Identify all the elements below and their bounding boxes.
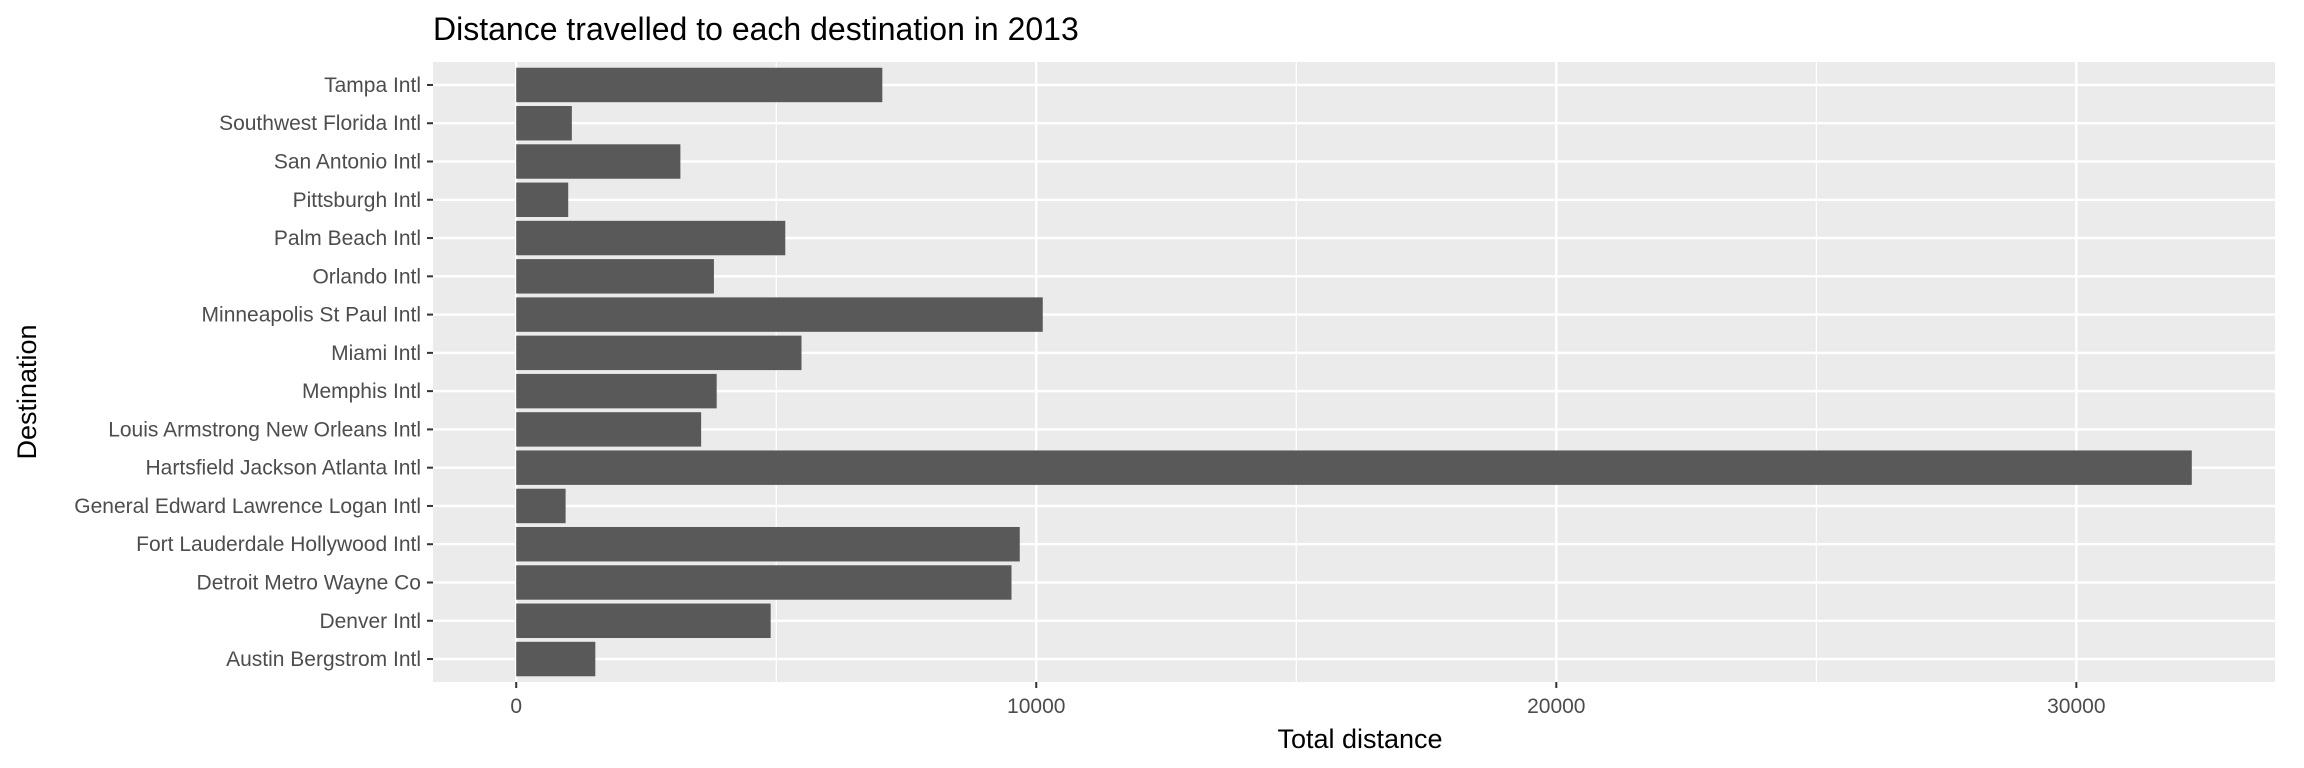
y-tick-label: Louis Armstrong New Orleans Intl [108,418,421,441]
chart-title: Distance travelled to each destination i… [433,11,1079,47]
y-tick-label: Palm Beach Intl [274,227,421,250]
x-tick-label: 30000 [2047,695,2105,718]
bar-louis-armstrong-new-orleans-intl [516,412,702,447]
bar-tampa-intl [516,67,883,103]
y-tick-label: Orlando Intl [312,265,421,288]
bar-austin-bergstrom-intl [516,641,596,677]
y-tick-label: Austin Bergstrom Intl [226,648,421,671]
y-axis: Austin Bergstrom Intl Denver Intl Detroit … [74,74,433,671]
y-tick-label: Fort Lauderdale Hollywood Intl [136,533,421,556]
x-tick-label: 20000 [1527,695,1585,718]
y-tick-label: Memphis Intl [302,380,421,403]
x-axis: 0 10000 20000 30000 [510,682,2106,718]
bar-minneapolis-st-paul-intl [516,297,1043,332]
bar-pittsburgh-intl [516,182,569,217]
bar-denver-intl [516,603,771,638]
y-tick-label: Southwest Florida Intl [219,112,421,135]
y-tick-label: San Antonio Intl [274,151,421,174]
bar-memphis-intl [516,373,717,409]
y-tick-label: Hartsfield Jackson Atlanta Intl [146,457,421,480]
x-tick-label: 10000 [1007,695,1065,718]
bar-detroit-metro-wayne-co [516,565,1012,600]
bar-miami-intl [516,335,802,371]
y-tick-label: Denver Intl [319,610,421,633]
x-tick-label: 0 [510,695,522,718]
y-axis-title: Destination [12,324,42,459]
y-tick-label: Tampa Intl [324,74,421,97]
bar-palm-beach-intl [516,220,786,256]
bar-orlando-intl [516,259,714,294]
y-tick-label: Miami Intl [331,342,421,365]
y-tick-label: Detroit Metro Wayne Co [197,571,421,594]
x-axis-title: Total distance [1277,724,1442,754]
bar-san-antonio-intl [516,144,681,179]
y-tick-label: Minneapolis St Paul Intl [202,304,421,327]
y-tick-label: General Edward Lawrence Logan Intl [74,495,421,518]
bar-fort-lauderdale-hollywood-intl [516,527,1020,562]
y-tick-label: Pittsburgh Intl [293,189,421,212]
bar-southwest-florida-intl [516,106,572,141]
bars [516,67,2192,677]
bar-general-edward-lawrence-logan-intl [516,488,566,524]
bar-hartsfield-jackson-atlanta-intl [516,450,2192,485]
